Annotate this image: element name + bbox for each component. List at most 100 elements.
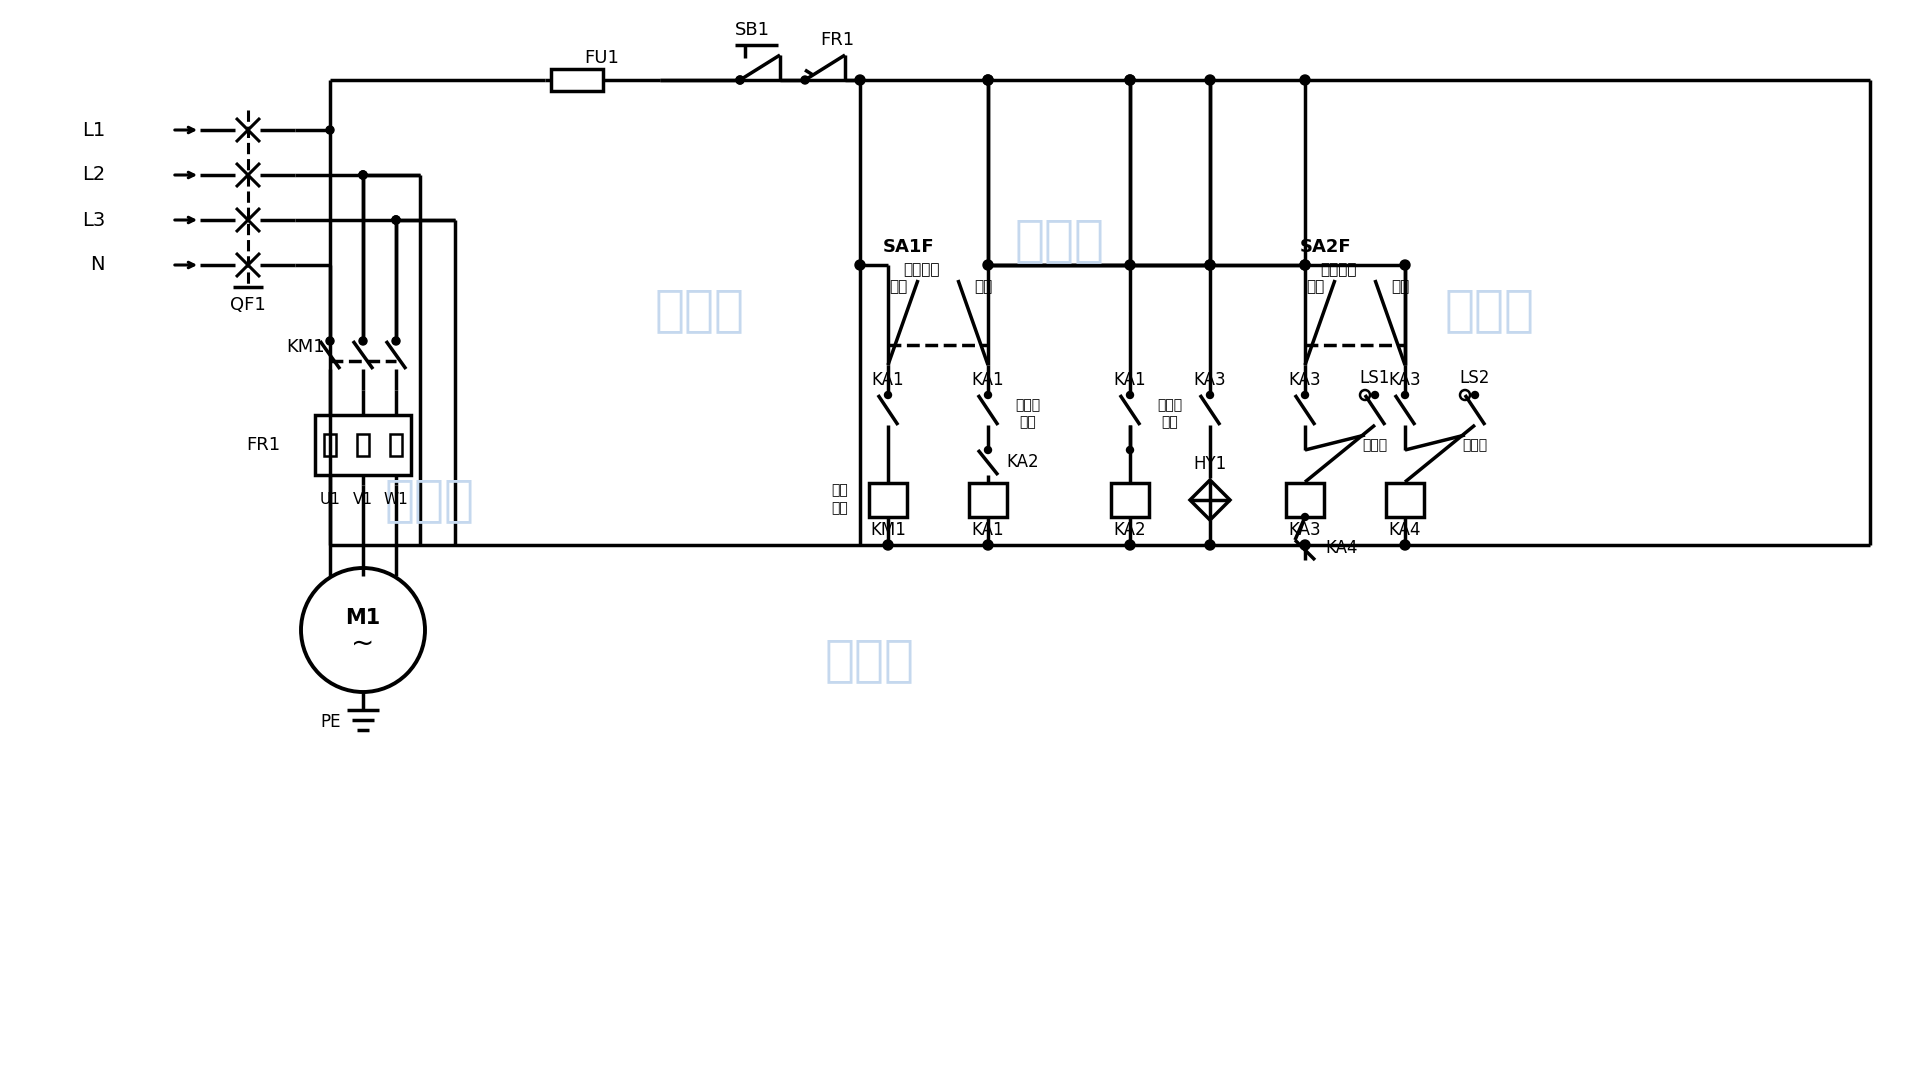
Circle shape xyxy=(984,391,991,399)
Circle shape xyxy=(984,75,993,85)
Circle shape xyxy=(392,337,400,345)
Text: L1: L1 xyxy=(83,121,106,139)
Circle shape xyxy=(984,75,993,85)
Text: 三位开关: 三位开关 xyxy=(1320,262,1356,278)
Text: 电工鼠: 电工鼠 xyxy=(824,636,914,684)
Text: KA1: KA1 xyxy=(972,372,1005,389)
Text: KA3: KA3 xyxy=(1389,372,1422,389)
Circle shape xyxy=(392,216,400,224)
Text: KA2: KA2 xyxy=(1114,521,1147,539)
Text: N: N xyxy=(90,256,106,274)
Circle shape xyxy=(359,337,367,345)
Circle shape xyxy=(1400,260,1410,270)
Text: 电工鼠: 电工鼠 xyxy=(655,286,745,334)
Bar xyxy=(357,434,369,456)
Circle shape xyxy=(359,171,367,179)
Text: 手动: 手动 xyxy=(889,280,907,295)
Circle shape xyxy=(984,540,993,550)
Circle shape xyxy=(1302,391,1308,399)
Text: KM1: KM1 xyxy=(870,521,907,539)
Text: SA1F: SA1F xyxy=(884,238,936,256)
Circle shape xyxy=(1204,75,1214,85)
Circle shape xyxy=(1471,391,1479,399)
Text: U1: U1 xyxy=(319,492,340,508)
Text: W1: W1 xyxy=(384,492,409,508)
Bar xyxy=(968,483,1007,517)
Text: KA3: KA3 xyxy=(1289,372,1322,389)
Text: KA3: KA3 xyxy=(1193,372,1226,389)
Text: KA1: KA1 xyxy=(872,372,905,389)
Bar xyxy=(315,415,411,475)
Text: KA2: KA2 xyxy=(1007,453,1039,471)
Text: 上限: 上限 xyxy=(1162,415,1178,429)
Text: 电工鼠: 电工鼠 xyxy=(1014,216,1105,264)
Bar xyxy=(390,434,401,456)
Text: 下限: 下限 xyxy=(1020,415,1035,429)
Text: KA4: KA4 xyxy=(1325,539,1358,557)
Text: ~: ~ xyxy=(352,630,375,658)
Circle shape xyxy=(1126,260,1135,270)
Circle shape xyxy=(984,446,991,454)
Circle shape xyxy=(359,171,367,179)
Circle shape xyxy=(984,260,993,270)
Circle shape xyxy=(1204,260,1214,270)
Circle shape xyxy=(392,216,400,224)
Circle shape xyxy=(1302,513,1308,521)
Text: SA2F: SA2F xyxy=(1301,238,1352,256)
Circle shape xyxy=(1372,391,1379,399)
Circle shape xyxy=(1400,540,1410,550)
Text: KA1: KA1 xyxy=(1114,372,1147,389)
Circle shape xyxy=(1126,540,1135,550)
Text: FR1: FR1 xyxy=(820,31,855,49)
Text: 电工鼠: 电工鼠 xyxy=(384,476,474,524)
Circle shape xyxy=(392,216,400,224)
Text: 低压: 低压 xyxy=(832,483,849,497)
Circle shape xyxy=(359,171,367,179)
Text: 保护: 保护 xyxy=(832,501,849,515)
Circle shape xyxy=(1126,75,1135,85)
Circle shape xyxy=(884,391,891,399)
Text: L2: L2 xyxy=(83,165,106,185)
Circle shape xyxy=(1126,75,1135,85)
Text: KA4: KA4 xyxy=(1389,521,1422,539)
Text: 低液位: 低液位 xyxy=(1362,438,1387,453)
Text: M1: M1 xyxy=(346,608,380,627)
Circle shape xyxy=(327,126,334,134)
Text: 手动: 手动 xyxy=(1306,280,1324,295)
Circle shape xyxy=(1402,391,1408,399)
Text: LS1: LS1 xyxy=(1360,369,1391,387)
Circle shape xyxy=(736,76,743,84)
Circle shape xyxy=(736,76,743,84)
Bar xyxy=(551,69,603,91)
Bar xyxy=(868,483,907,517)
Circle shape xyxy=(1126,446,1133,454)
Text: L3: L3 xyxy=(83,211,106,230)
Text: 三位开关: 三位开关 xyxy=(903,262,939,278)
Bar xyxy=(1285,483,1324,517)
Circle shape xyxy=(1204,260,1214,270)
Text: QF1: QF1 xyxy=(231,296,265,314)
Text: 电接点: 电接点 xyxy=(1016,399,1041,411)
Circle shape xyxy=(1301,260,1310,270)
Circle shape xyxy=(1206,391,1214,399)
Circle shape xyxy=(855,260,864,270)
Circle shape xyxy=(327,337,334,345)
Text: FU1: FU1 xyxy=(584,49,619,67)
Text: 自动: 自动 xyxy=(974,280,991,295)
Circle shape xyxy=(1301,75,1310,85)
Circle shape xyxy=(1204,540,1214,550)
Circle shape xyxy=(1126,391,1133,399)
Bar xyxy=(1385,483,1423,517)
Text: FR1: FR1 xyxy=(246,436,280,454)
Bar xyxy=(1110,483,1149,517)
Text: KA1: KA1 xyxy=(972,521,1005,539)
Circle shape xyxy=(855,75,864,85)
Text: 高液位: 高液位 xyxy=(1462,438,1487,453)
Circle shape xyxy=(801,76,809,84)
Bar xyxy=(325,434,336,456)
Text: KA3: KA3 xyxy=(1289,521,1322,539)
Circle shape xyxy=(884,540,893,550)
Text: 电接点: 电接点 xyxy=(1158,399,1183,411)
Circle shape xyxy=(1301,540,1310,550)
Circle shape xyxy=(1301,260,1310,270)
